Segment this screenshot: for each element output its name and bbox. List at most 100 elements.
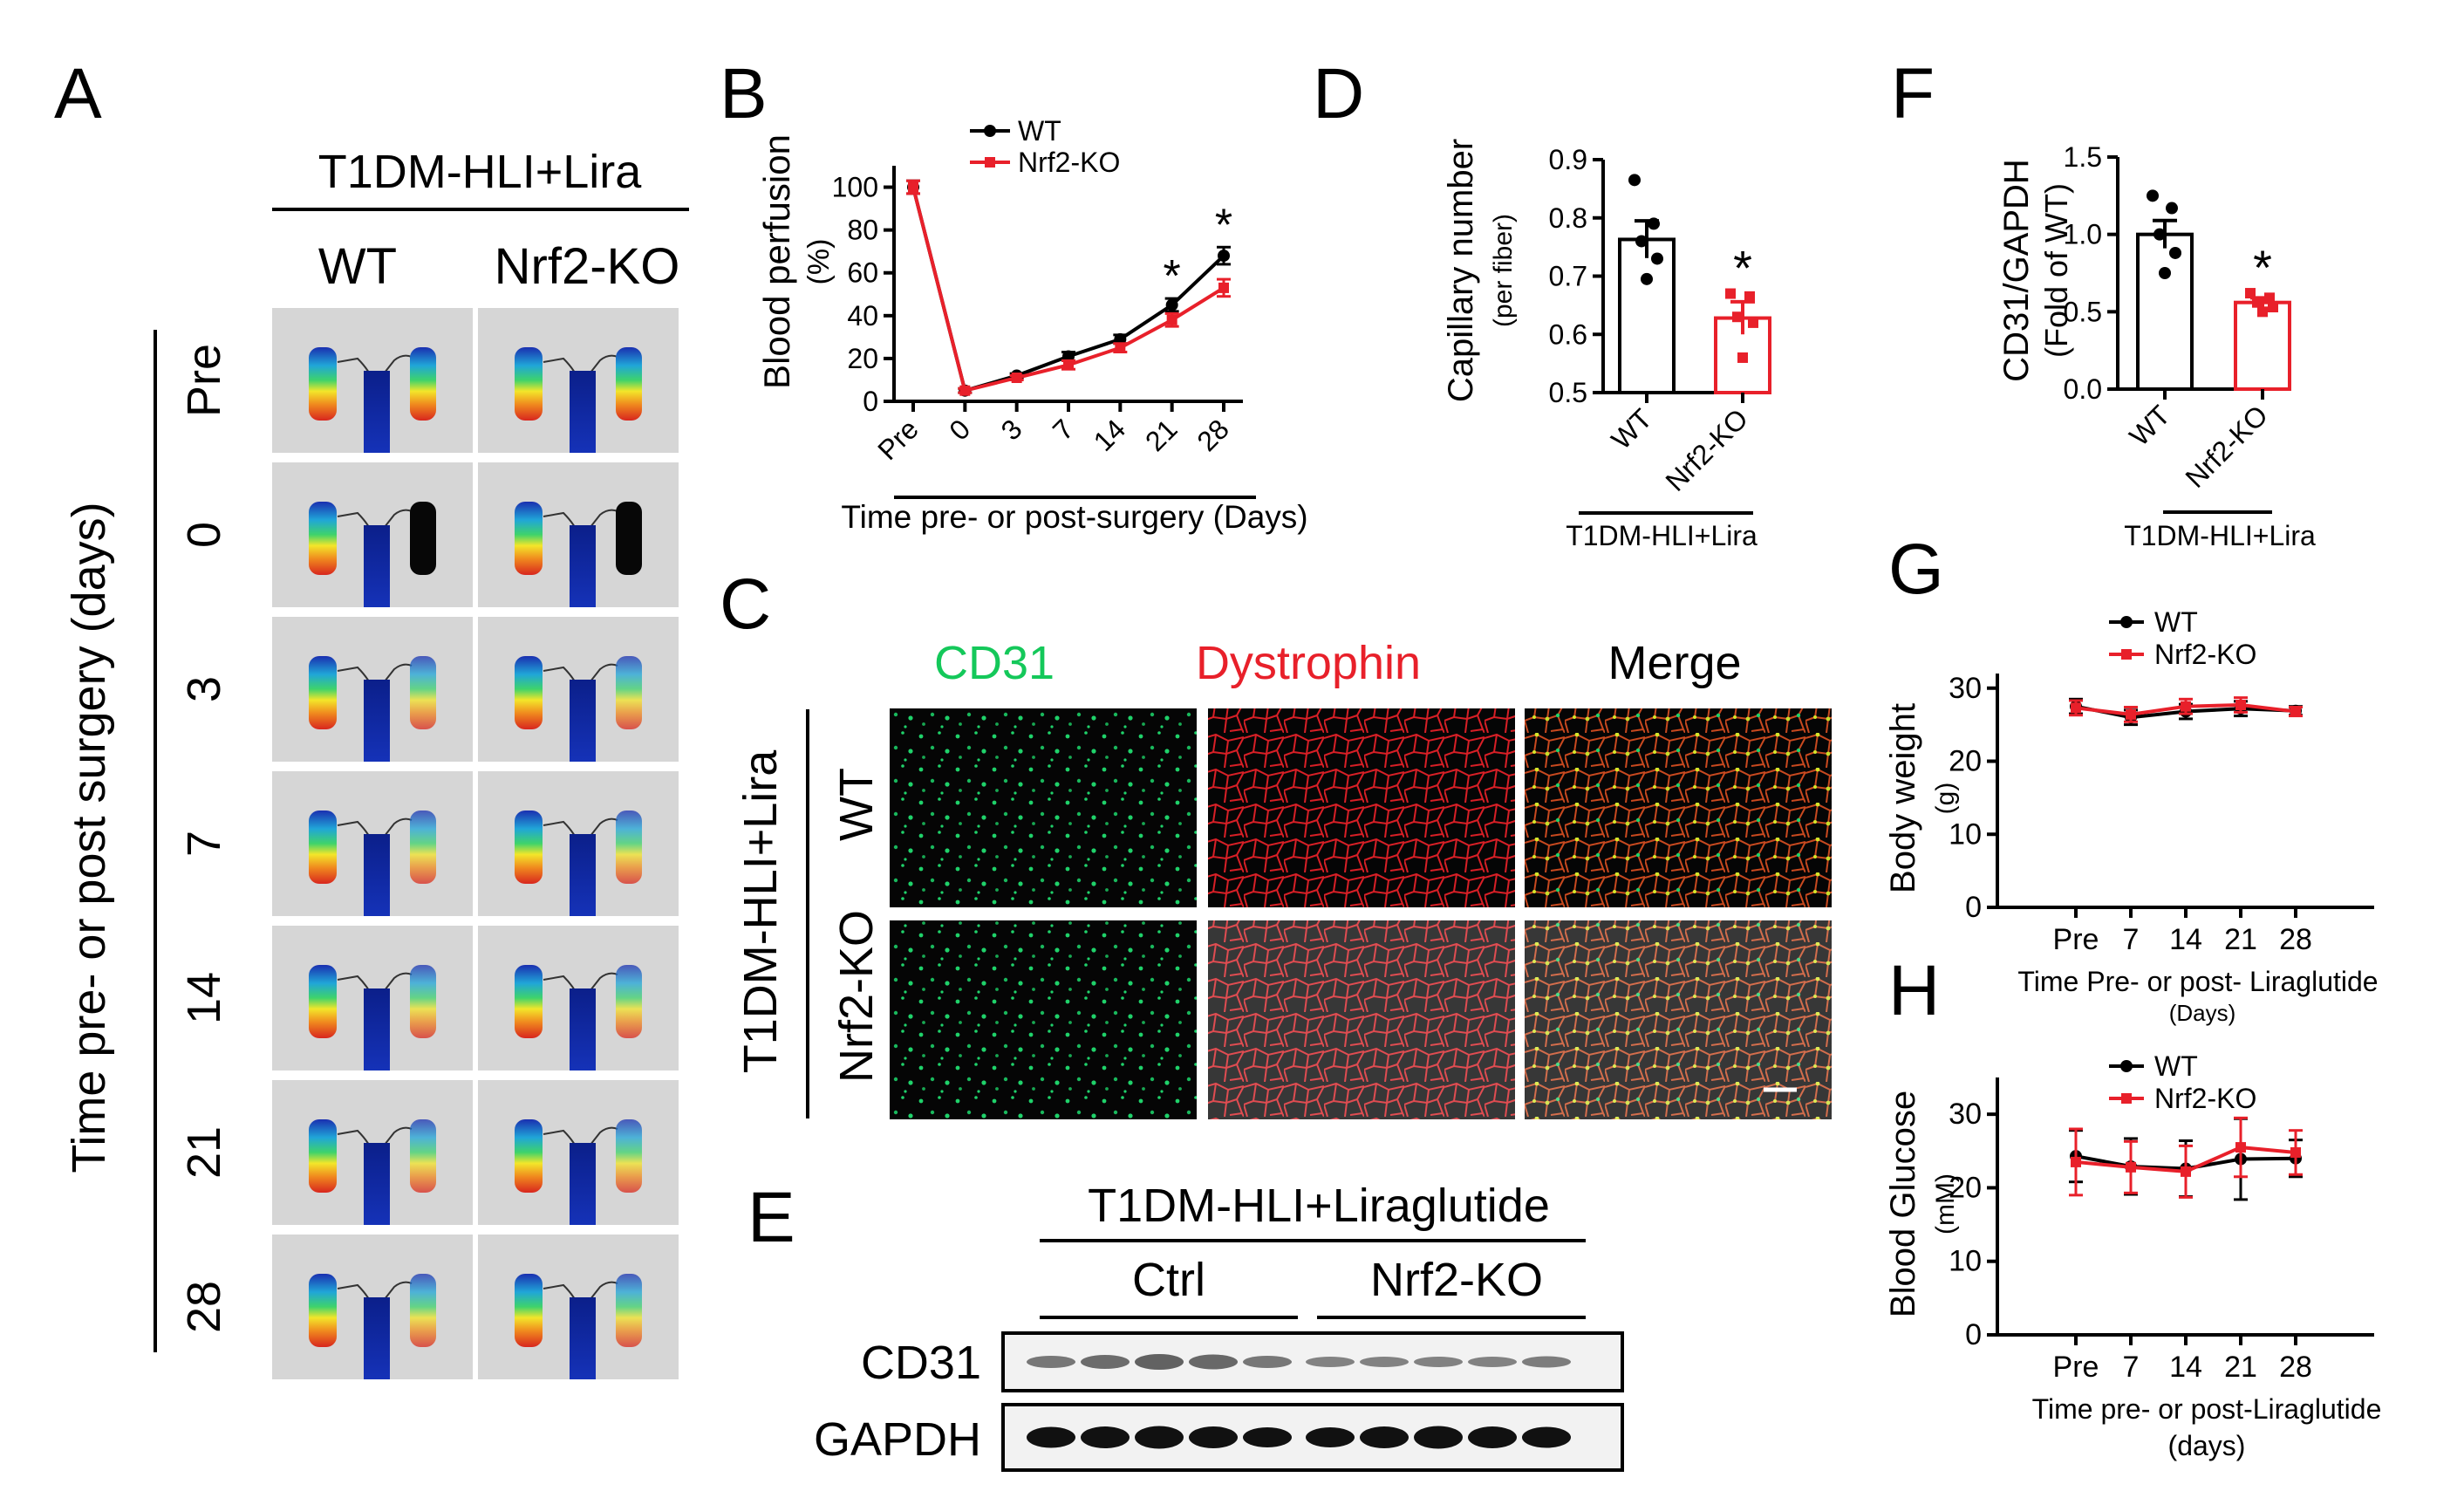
x-tick-label: 14 — [2169, 1351, 2202, 1384]
data-point-wt — [1651, 252, 1663, 265]
data-point-wt — [2159, 267, 2171, 279]
data-point-ko — [2071, 702, 2081, 714]
data-point-ko — [1737, 352, 1748, 363]
legend-marker-ko — [2121, 649, 2132, 660]
ldi-left-paw — [309, 502, 337, 575]
ldi-tail — [364, 988, 390, 1070]
panel-a-row-label: 0 — [178, 522, 230, 548]
ldi-left-paw — [309, 1119, 337, 1193]
ldi-tail — [364, 1143, 390, 1225]
blot-band — [1189, 1426, 1238, 1448]
y-tick-label: 1.0 — [2064, 219, 2102, 250]
x-tick-label: WT — [2123, 399, 2176, 452]
y-tick-label: 30 — [1949, 1098, 1982, 1131]
ldi-right-paw — [410, 347, 436, 421]
x-tick-label: Pre — [2053, 1351, 2099, 1384]
panel-a-col-label-ko: Nrf2-KO — [495, 238, 680, 295]
if-image-fill — [890, 920, 1197, 1119]
panel-e-header: T1DM-HLI+Liraglutide — [1088, 1180, 1550, 1232]
panel-a-row-label: 7 — [178, 831, 230, 857]
if-image-fill — [1208, 708, 1515, 907]
panel-a-col-label-wt: WT — [318, 238, 397, 295]
blot-band — [1306, 1357, 1355, 1367]
data-point-ko — [2181, 1166, 2191, 1177]
panel-f-bar-chart: CD31/GAPDH (Fold of WT) T1DM-HLI+Lira 0.… — [1997, 141, 2316, 551]
ldi-right-paw — [410, 1274, 436, 1347]
laser-doppler-perfusion-image — [478, 771, 679, 916]
blot-band — [1522, 1426, 1571, 1448]
ldi-right-paw — [410, 965, 436, 1038]
panel-d-ylabel: Capillary number — [1442, 139, 1480, 402]
panel-c-row-label-ko: Nrf2-KO — [830, 910, 883, 1083]
ldi-tail — [570, 680, 596, 762]
data-point-wt — [1218, 250, 1230, 263]
ldi-tail — [570, 1143, 596, 1225]
panel-a: T1DM-HLI+Lira WT Nrf2-KO Time pre- or po… — [63, 146, 689, 1379]
if-image-fill — [1525, 920, 1832, 1119]
data-point-ko — [1063, 359, 1074, 371]
panel-letter-f: F — [1891, 54, 1935, 133]
data-point-ko — [1725, 288, 1736, 299]
x-tick-label: 28 — [2279, 1351, 2312, 1384]
panel-a-row-label: 28 — [178, 1281, 230, 1333]
data-point-ko — [1744, 291, 1755, 302]
laser-doppler-perfusion-image — [272, 1080, 473, 1225]
blot-band — [1189, 1354, 1238, 1370]
panel-f-ylabel: CD31/GAPDH — [1997, 159, 2036, 382]
panel-c-col-label-cd31: CD31 — [934, 637, 1055, 689]
panel-b-line-chart: Blood perfusion (%) Time pre- or post-su… — [756, 115, 1308, 535]
y-tick-label: 1.5 — [2064, 141, 2102, 173]
data-point-ko — [2264, 292, 2275, 304]
ldi-right-paw — [616, 1274, 642, 1347]
data-point-ko — [959, 385, 971, 396]
data-point-ko — [1166, 314, 1177, 325]
x-tick-label: 21 — [2224, 1351, 2257, 1384]
y-tick-label: 20 — [847, 343, 878, 374]
x-tick-label: WT — [1605, 402, 1658, 455]
blot-band — [1135, 1354, 1184, 1370]
panel-a-group-header: T1DM-HLI+Lira — [318, 146, 643, 198]
panel-f-yunit: (Fold of WT) — [2038, 183, 2074, 358]
data-point-ko — [2252, 297, 2263, 308]
panel-letter-d: D — [1313, 54, 1364, 133]
significance-star: * — [1164, 251, 1181, 302]
western-blot-image — [1001, 1403, 1624, 1472]
panel-letter-c: C — [720, 564, 771, 644]
panel-letter-e: E — [747, 1178, 795, 1257]
blot-band — [1081, 1426, 1130, 1448]
ldi-right-paw — [616, 656, 642, 729]
panel-letter-b: B — [720, 54, 768, 133]
data-point-ko — [1748, 317, 1758, 328]
panel-a-row-label: 21 — [178, 1126, 230, 1179]
x-tick-label: 14 — [2169, 923, 2202, 956]
ldi-tail — [570, 371, 596, 453]
data-point-ko — [2126, 708, 2136, 720]
panel-e-group-ctrl: Ctrl — [1132, 1254, 1205, 1306]
panel-h-xlabel: Time pre- or post-Liraglutide — [2032, 1393, 2382, 1425]
y-tick-label: 20 — [1949, 745, 1982, 778]
laser-doppler-perfusion-image — [272, 308, 473, 453]
x-tick-label: 14 — [1088, 413, 1132, 457]
panel-a-axis-title: Time pre- or post surgery (days) — [63, 502, 115, 1173]
ldi-right-paw — [410, 502, 436, 575]
data-point-ko — [2071, 1156, 2081, 1167]
panel-g-yunit: (g) — [1931, 783, 1960, 815]
ldi-tail — [364, 680, 390, 762]
blot-band — [1081, 1355, 1130, 1369]
panel-e-row-label-gapdh: GAPDH — [814, 1413, 981, 1466]
x-tick-label: Pre — [871, 413, 925, 466]
laser-doppler-perfusion-image — [478, 462, 679, 607]
panel-b-ylabel: Blood perfusion — [756, 134, 797, 389]
data-point-wt — [1635, 235, 1648, 248]
laser-doppler-perfusion-image — [478, 1235, 679, 1379]
y-tick-label: 10 — [1949, 1245, 1982, 1278]
data-point-ko — [1011, 373, 1022, 383]
y-tick-label: 0.7 — [1549, 261, 1587, 292]
x-tick-label: 0 — [943, 413, 976, 446]
panel-e-row-label-cd31: CD31 — [861, 1337, 981, 1389]
blot-band — [1027, 1356, 1075, 1368]
y-tick-label: 20 — [1949, 1171, 1982, 1204]
x-tick-label: 28 — [2279, 923, 2312, 956]
panel-a-row-label: Pre — [178, 344, 230, 417]
laser-doppler-perfusion-image — [272, 926, 473, 1070]
